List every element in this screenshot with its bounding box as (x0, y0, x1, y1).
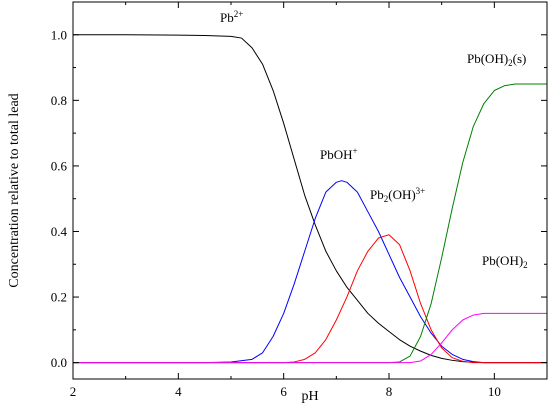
series-label-pb2: Pb2+ (220, 9, 243, 25)
x-tick-label: 10 (488, 384, 501, 399)
series-line-pboh (73, 180, 547, 364)
y-tick-label: 0.0 (51, 355, 67, 370)
y-tick-label: 0.4 (51, 224, 68, 239)
x-tick-label: 8 (386, 384, 393, 399)
series-label-pboh: PbOH+ (320, 146, 358, 162)
y-tick-label: 0.2 (51, 290, 67, 305)
series-line-pb2oh (73, 234, 547, 364)
y-tick-label: 0.6 (51, 158, 68, 173)
x-tick-label: 4 (175, 384, 182, 399)
ticks-layer (72, 1, 547, 379)
x-tick-label: 6 (280, 384, 287, 399)
y-tick-label: 0.8 (51, 93, 67, 108)
plot-frame (72, 1, 548, 380)
x-tick-label: 2 (70, 384, 77, 399)
labels-layer: 2 4 6 8 10 0.0 0.2 0.4 0.6 0.8 1.0 Pb2+ PbOH+ Pb2(OH)… (51, 9, 528, 399)
series-line-pboh2 (73, 312, 547, 364)
y-tick-label: 1.0 (51, 27, 67, 42)
y-axis-title: Concentration relative to total lead (7, 93, 22, 287)
series-line-pb2 (73, 34, 547, 364)
series-label-pboh2s: Pb(OH)2(s) (467, 51, 526, 68)
series-label-pb2oh: Pb2(OH)3+ (370, 186, 425, 204)
series-line-pboh2s (73, 83, 547, 364)
plot-layers: 2 4 6 8 10 0.0 0.2 0.4 0.6 0.8 1.0 Pb2+ PbOH+ Pb2(OH)… (51, 1, 548, 399)
series-layer (73, 34, 547, 364)
series-label-pboh2: Pb(OH)2 (482, 253, 528, 270)
x-axis-title: pH (301, 389, 318, 404)
